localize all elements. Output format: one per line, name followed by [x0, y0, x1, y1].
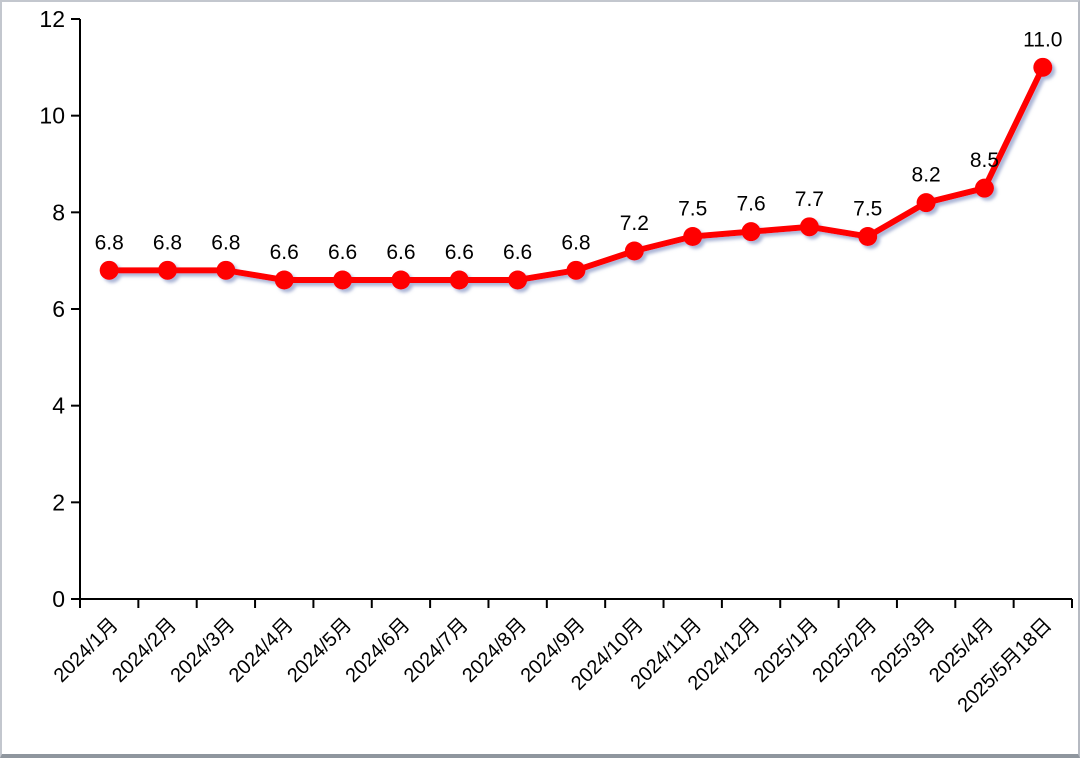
data-point-label: 6.8	[95, 231, 124, 254]
data-point-marker	[974, 178, 994, 198]
data-point-marker	[216, 260, 236, 280]
data-point-marker	[391, 270, 411, 290]
data-point-marker	[449, 270, 469, 290]
data-point-marker	[741, 222, 761, 242]
data-point-marker	[274, 270, 294, 290]
data-point-label: 6.8	[561, 231, 590, 254]
data-point-marker	[799, 217, 819, 237]
y-axis-tick-label: 8	[52, 199, 65, 225]
data-point-label: 6.8	[153, 231, 182, 254]
data-point-label: 7.2	[620, 212, 649, 235]
y-axis-tick-label: 12	[39, 6, 65, 32]
data-point-marker	[916, 193, 936, 213]
data-point-marker	[508, 270, 528, 290]
data-point-label: 6.6	[386, 241, 415, 264]
y-axis-tick-label: 0	[52, 586, 65, 612]
data-point-label: 7.5	[853, 198, 882, 221]
data-point-marker	[1033, 57, 1053, 77]
data-point-marker	[158, 260, 178, 280]
data-point-marker	[99, 260, 119, 280]
data-point-label: 6.6	[503, 241, 532, 264]
y-axis-tick-label: 10	[39, 103, 65, 129]
y-axis-tick-label: 4	[52, 393, 65, 419]
data-point-label: 6.6	[328, 241, 357, 264]
data-point-label: 6.6	[445, 241, 474, 264]
data-point-label: 8.5	[970, 149, 999, 172]
data-point-marker	[683, 227, 703, 246]
data-point-label: 7.7	[795, 188, 824, 211]
data-point-label: 7.6	[736, 193, 765, 216]
series-group	[99, 57, 1053, 290]
data-point-marker	[566, 260, 586, 280]
y-axis-tick-label: 6	[52, 296, 65, 322]
y-axis-tick-label: 2	[52, 489, 65, 515]
data-point-label: 6.6	[270, 241, 299, 264]
data-point-label: 7.5	[678, 198, 707, 221]
data-point-label: 6.8	[211, 231, 240, 254]
data-point-marker	[333, 270, 353, 290]
data-point-label: 11.0	[1023, 28, 1062, 51]
data-point-label: 8.2	[912, 164, 941, 187]
data-point-marker	[624, 241, 644, 261]
data-point-marker	[858, 227, 878, 246]
